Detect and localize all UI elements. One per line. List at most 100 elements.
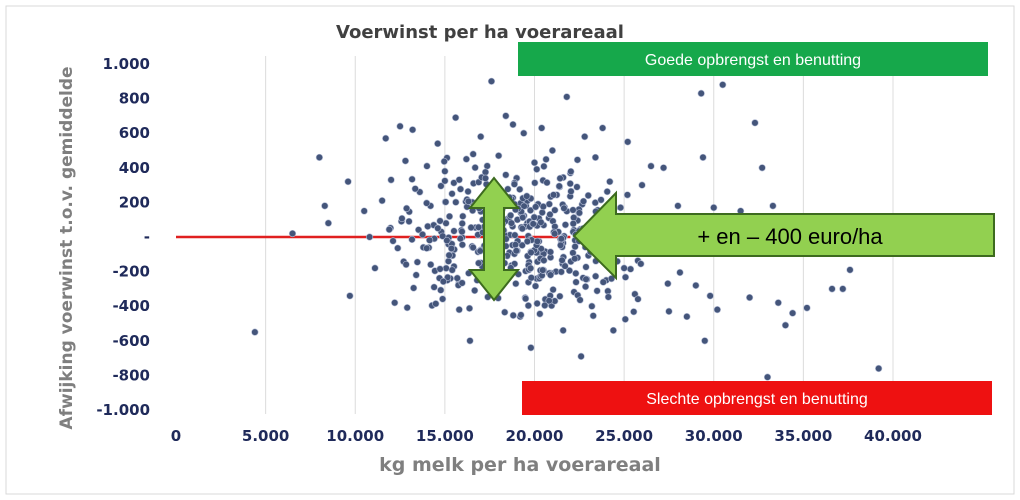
data-point: [389, 237, 397, 245]
data-point: [448, 266, 456, 274]
data-point: [620, 264, 628, 272]
data-point: [462, 155, 470, 163]
data-point: [371, 264, 379, 272]
data-point: [424, 222, 432, 230]
data-point: [437, 182, 445, 190]
data-point: [441, 167, 449, 175]
data-point: [581, 283, 590, 291]
data-point: [442, 219, 450, 227]
y-axis-title: Afwijking voerwinst t.o.v. gemiddelde: [57, 66, 77, 429]
data-point: [444, 257, 453, 265]
data-point: [382, 134, 390, 142]
data-point: [846, 266, 854, 274]
y-tick-label: 400: [119, 159, 150, 177]
data-point: [701, 337, 709, 345]
data-point: [448, 190, 456, 198]
data-point: [458, 219, 466, 228]
data-point: [637, 260, 645, 268]
data-point: [409, 126, 417, 134]
data-point: [551, 206, 559, 214]
data-point: [774, 299, 782, 307]
data-point: [789, 309, 797, 317]
data-point: [569, 220, 577, 228]
x-tick-label: 35.000: [774, 427, 832, 445]
bad-banner: [522, 381, 992, 415]
x-tick-label: 25.000: [595, 427, 653, 445]
data-point: [477, 133, 485, 141]
y-tick-label: -200: [112, 263, 150, 281]
data-point: [418, 230, 427, 239]
data-point: [572, 269, 580, 277]
data-point: [408, 235, 416, 244]
data-point: [391, 299, 399, 307]
data-point: [540, 256, 548, 264]
x-tick-label: 15.000: [416, 427, 474, 445]
data-point: [546, 248, 555, 256]
left-arrow-callout: [572, 190, 995, 281]
data-point: [538, 208, 546, 217]
data-point: [475, 259, 483, 267]
data-point: [533, 299, 541, 308]
data-point: [537, 218, 545, 226]
data-point: [531, 179, 539, 187]
data-point: [539, 203, 547, 211]
data-point: [588, 302, 596, 310]
data-point: [450, 227, 458, 235]
data-point: [434, 139, 442, 148]
data-point: [495, 152, 503, 160]
data-point: [502, 171, 510, 179]
data-point: [411, 185, 419, 193]
data-point: [423, 199, 431, 207]
data-point: [436, 217, 444, 225]
data-point: [538, 124, 546, 132]
data-point: [548, 146, 557, 155]
data-point: [346, 292, 354, 300]
data-point: [713, 306, 721, 314]
data-point: [719, 81, 727, 89]
data-point: [634, 295, 642, 303]
data-point: [603, 188, 611, 196]
data-point: [437, 286, 445, 294]
data-point: [561, 221, 570, 229]
data-point: [405, 217, 413, 226]
data-point: [501, 308, 509, 316]
data-point: [527, 248, 535, 257]
data-point: [425, 236, 434, 244]
data-point: [378, 197, 386, 205]
data-point: [607, 275, 616, 283]
y-tick-label: -1.000: [96, 401, 150, 419]
data-point: [315, 153, 324, 162]
data-point: [512, 247, 520, 255]
data-point: [556, 174, 564, 182]
x-tick-label: 30.000: [685, 427, 743, 445]
y-tick-label: 1.000: [103, 55, 150, 73]
data-point: [458, 241, 466, 249]
x-tick-label: 0: [171, 427, 181, 445]
data-point: [647, 162, 655, 170]
data-point: [413, 258, 421, 266]
good-banner-label: Goede opbrengst en benutting: [645, 52, 861, 69]
data-point: [683, 312, 691, 321]
data-point: [664, 280, 672, 288]
data-point: [527, 274, 535, 282]
data-point: [456, 185, 465, 193]
data-point: [763, 373, 772, 381]
data-point: [530, 213, 538, 221]
data-point: [606, 178, 614, 186]
data-point: [536, 310, 544, 318]
data-point: [412, 271, 420, 279]
x-tick-label: 20.000: [506, 427, 564, 445]
y-tick-label: -400: [112, 297, 150, 315]
data-point: [445, 251, 453, 259]
data-point: [443, 236, 451, 245]
data-point: [545, 297, 553, 305]
data-point: [423, 244, 431, 252]
data-point: [402, 260, 410, 269]
data-point: [423, 162, 431, 170]
data-point: [512, 280, 520, 288]
data-point: [481, 168, 490, 176]
data-point: [582, 275, 590, 283]
data-point: [630, 308, 638, 316]
data-point: [251, 328, 259, 336]
x-axis-title: kg melk per ha voerareaal: [379, 454, 661, 476]
